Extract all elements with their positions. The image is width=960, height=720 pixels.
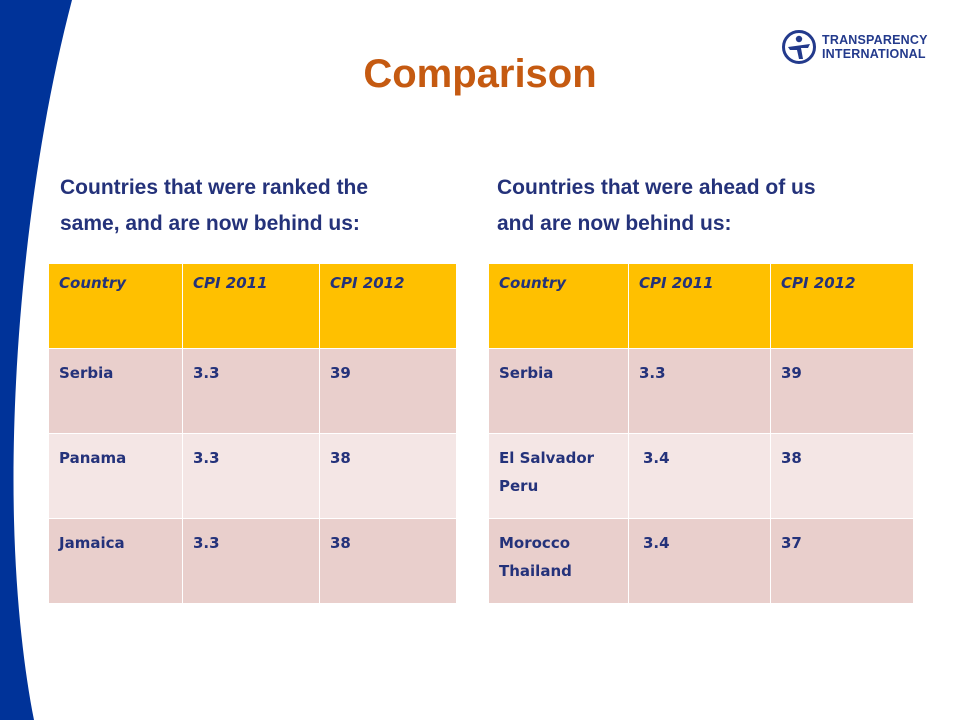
left-section-heading: Countries that were ranked the same, and… — [60, 170, 460, 242]
left-heading-line1: Countries that were ranked the — [60, 176, 369, 199]
table-row: Panama 3.3 38 — [48, 433, 457, 519]
cell-cpi-2012: 38 — [319, 518, 457, 604]
header-country: Country — [48, 263, 183, 349]
cell-cpi-2012: 39 — [770, 348, 914, 434]
cell-country: El Salvador Peru — [488, 433, 629, 519]
header-country: Country — [488, 263, 629, 349]
cell-country: Jamaica — [48, 518, 183, 604]
header-cpi-2012: CPI 2012 — [319, 263, 457, 349]
right-comparison-table: Country CPI 2011 CPI 2012 Serbia 3.3 39 … — [488, 263, 914, 604]
cell-country: Panama — [48, 433, 183, 519]
left-comparison-table: Country CPI 2011 CPI 2012 Serbia 3.3 39 … — [48, 263, 457, 604]
cell-cpi-2011: 3.3 — [182, 518, 320, 604]
cell-cpi-2012: 38 — [770, 433, 914, 519]
table-row: Serbia 3.3 39 — [488, 348, 914, 434]
right-section-heading: Countries that were ahead of us and are … — [497, 170, 917, 242]
transparency-international-logo: TRANSPARENCY INTERNATIONAL — [782, 30, 928, 64]
table-row: Jamaica 3.3 38 — [48, 518, 457, 604]
left-heading-line2: same, and are now behind us: — [60, 212, 360, 235]
header-cpi-2011: CPI 2011 — [628, 263, 771, 349]
cell-country: Morocco Thailand — [488, 518, 629, 604]
table-row: El Salvador Peru 3.4 38 — [488, 433, 914, 519]
cell-cpi-2011: 3.3 — [182, 348, 320, 434]
table-row: Serbia 3.3 39 — [48, 348, 457, 434]
cell-cpi-2011: 3.4 — [628, 433, 771, 519]
cell-cpi-2011: 3.3 — [628, 348, 771, 434]
right-heading-line2: and are now behind us: — [497, 212, 732, 235]
table-header-row: Country CPI 2011 CPI 2012 — [48, 263, 457, 349]
logo-text-line1: TRANSPARENCY — [822, 33, 928, 47]
slide-title: Comparison — [363, 52, 597, 96]
cell-cpi-2012: 37 — [770, 518, 914, 604]
cell-country: Serbia — [488, 348, 629, 434]
header-cpi-2011: CPI 2011 — [182, 263, 320, 349]
cell-country: Serbia — [48, 348, 183, 434]
header-cpi-2012: CPI 2012 — [770, 263, 914, 349]
cell-cpi-2012: 38 — [319, 433, 457, 519]
ti-globe-figure-icon — [782, 30, 816, 64]
cell-cpi-2011: 3.4 — [628, 518, 771, 604]
cell-cpi-2012: 39 — [319, 348, 457, 434]
cell-cpi-2011: 3.3 — [182, 433, 320, 519]
table-header-row: Country CPI 2011 CPI 2012 — [488, 263, 914, 349]
table-row: Morocco Thailand 3.4 37 — [488, 518, 914, 604]
right-heading-line1: Countries that were ahead of us — [497, 176, 816, 199]
side-decorative-band — [0, 0, 72, 720]
logo-text-line2: INTERNATIONAL — [822, 47, 926, 61]
